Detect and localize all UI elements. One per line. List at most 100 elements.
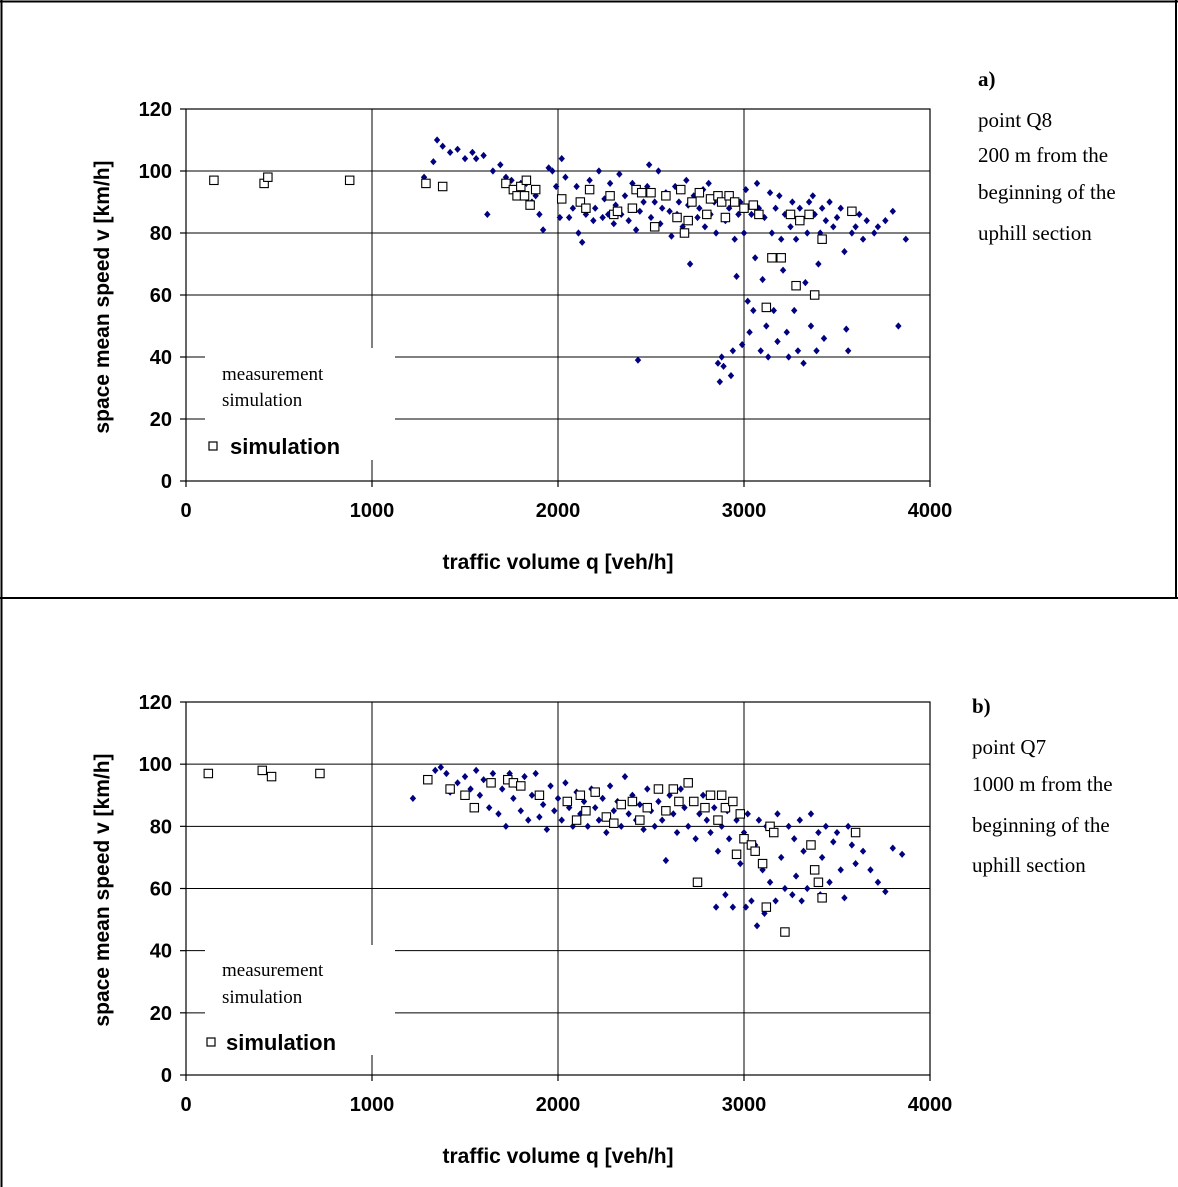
- measurement-point: [532, 192, 539, 200]
- y-tick-label: 120: [139, 692, 172, 714]
- y-tick-label: 20: [150, 409, 172, 431]
- simulation-point: [612, 206, 623, 217]
- measurement-point: [731, 235, 738, 243]
- measurement-point: [569, 204, 577, 212]
- x-tick-label: 4000: [908, 1094, 953, 1116]
- simulation-point: [809, 290, 820, 300]
- simulation-point: [754, 209, 764, 220]
- panel-b-label: b): [972, 694, 991, 718]
- measurement-point: [826, 198, 833, 206]
- simulation-point: [683, 215, 693, 226]
- measurement-point: [889, 207, 896, 215]
- simulation-point: [209, 175, 219, 186]
- measurement-point: [662, 856, 670, 865]
- measurement-point: [889, 844, 896, 852]
- chart-panel-b: 0 20 40 60 80 100 120 0 1000 2000 3000 4000 measur…: [91, 692, 1113, 1168]
- measurement-point: [841, 248, 848, 256]
- simulation-point: [315, 768, 325, 779]
- simulation-point: [521, 175, 532, 186]
- simulation-point: [731, 849, 742, 860]
- measurement-point: [525, 816, 532, 824]
- measurement-point: [867, 866, 874, 874]
- measurement-point: [837, 866, 844, 874]
- x-tick-label: 3000: [722, 500, 767, 522]
- simulation-point: [516, 181, 526, 192]
- measurement-point: [789, 198, 796, 206]
- simulation-point: [728, 796, 738, 807]
- simulation-point: [689, 796, 699, 807]
- simulation-point: [575, 790, 586, 800]
- y-tick-label: 20: [150, 1003, 172, 1025]
- measurement-point: [805, 198, 813, 206]
- measurement-point: [554, 794, 562, 802]
- panel-a-x-ticks: 0 1000 2000 3000 4000: [180, 481, 952, 522]
- measurement-point: [636, 800, 644, 809]
- x-tick-label: 3000: [722, 1094, 767, 1116]
- simulation-point: [584, 184, 595, 195]
- measurement-point: [725, 835, 733, 843]
- measurement-point: [753, 922, 761, 930]
- simulation-point: [735, 809, 746, 819]
- measurement-point: [802, 279, 809, 287]
- measurement-point: [785, 353, 792, 361]
- measurement-point: [632, 226, 640, 234]
- measurement-point: [712, 903, 720, 911]
- measurement-point: [729, 347, 737, 355]
- measurement-point: [472, 155, 480, 163]
- simulation-point: [423, 774, 433, 785]
- simulation-point: [761, 902, 772, 912]
- measurement-point: [772, 204, 779, 212]
- y-tick-label: 80: [150, 816, 172, 838]
- measurement-point: [815, 260, 822, 268]
- simulation-point: [636, 187, 647, 198]
- measurement-point: [696, 204, 703, 212]
- simulation-point: [486, 778, 496, 788]
- panel-b-legend-square-marker: [206, 1037, 216, 1047]
- measurement-point: [794, 347, 802, 355]
- measurement-point: [822, 217, 830, 225]
- simulation-point: [672, 212, 682, 223]
- measurement-point: [733, 272, 740, 280]
- y-tick-label: 80: [150, 223, 172, 245]
- panel-b-grid: [186, 701, 930, 1075]
- measurement-point: [443, 769, 450, 778]
- measurement-point: [774, 810, 781, 818]
- simulation-point: [757, 858, 768, 869]
- measurement-point: [433, 136, 441, 144]
- simulation-point: [739, 203, 749, 213]
- simulation-point: [767, 253, 777, 263]
- measurement-point: [616, 170, 623, 178]
- measurement-point: [558, 816, 565, 824]
- measurement-point: [826, 878, 833, 886]
- measurement-point: [737, 860, 744, 868]
- measurement-point: [800, 847, 807, 855]
- panel-b-annotation-line-1: point Q7: [972, 735, 1046, 759]
- measurement-point: [666, 791, 673, 799]
- measurement-point: [748, 210, 755, 218]
- simulation-point: [776, 253, 786, 263]
- measurement-point: [753, 179, 761, 187]
- simulation-point: [702, 209, 712, 220]
- measurement-point: [685, 822, 692, 830]
- measurement-point: [592, 204, 599, 212]
- measurement-point: [714, 359, 722, 367]
- measurement-point: [772, 897, 779, 905]
- measurement-point: [565, 804, 573, 812]
- simulation-point: [501, 178, 511, 189]
- measurement-point: [610, 807, 617, 815]
- simulation-point: [705, 790, 716, 800]
- panel-b-x-axis-title: traffic volume q [veh/h]: [442, 1145, 673, 1168]
- panel-a-annotation-line-3: beginning of the: [978, 180, 1116, 204]
- measurement-point: [655, 167, 662, 175]
- measurement-point: [778, 853, 785, 862]
- panel-a-legend-simulation: simulation: [222, 390, 303, 411]
- measurement-point: [647, 213, 655, 222]
- simulation-point: [460, 790, 470, 800]
- measurement-point: [495, 810, 502, 818]
- measurement-point: [701, 223, 709, 231]
- panel-a-simulation-series: [209, 172, 857, 313]
- measurement-point: [499, 785, 506, 793]
- measurement-point: [859, 235, 867, 243]
- simulation-point: [694, 187, 705, 198]
- simulation-point: [653, 784, 664, 794]
